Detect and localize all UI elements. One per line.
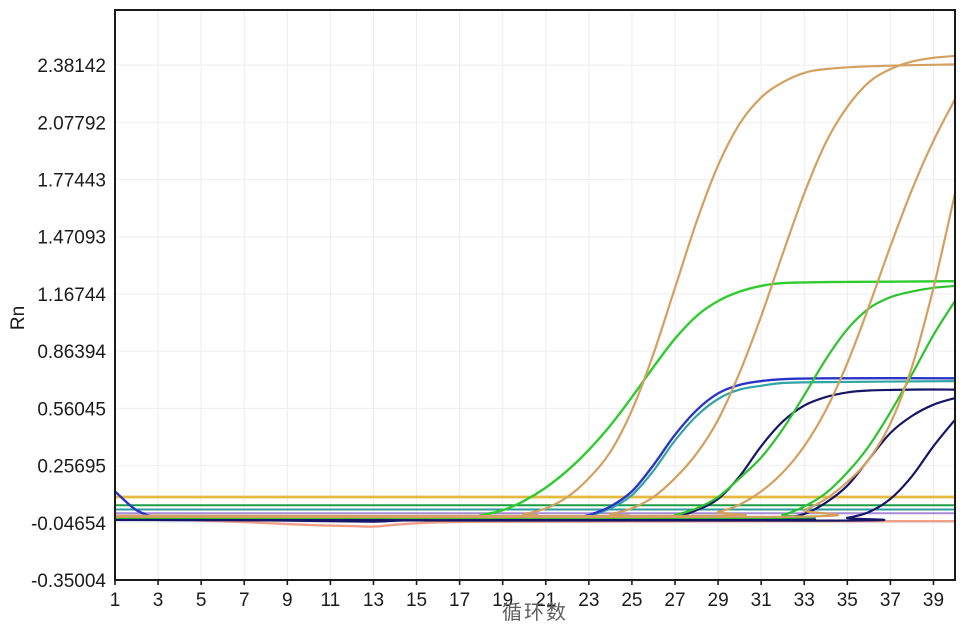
x-tick-label: 33 — [794, 590, 815, 611]
y-tick-label: 0.86394 — [37, 342, 106, 363]
x-tick-label: 21 — [535, 590, 556, 611]
x-tick-label: 5 — [196, 590, 207, 611]
y-tick-label: 1.47093 — [37, 228, 106, 249]
x-tick-label: 23 — [578, 590, 599, 611]
y-tick-label: 1.77443 — [37, 171, 106, 192]
curve-amplification-navy-4[interactable] — [115, 418, 955, 522]
x-tick-label: 15 — [406, 590, 427, 611]
x-tick-label: 19 — [492, 590, 513, 611]
x-axis-title: 循环数 — [502, 601, 568, 624]
x-tick-label: 35 — [837, 590, 858, 611]
y-tick-label: 1.16744 — [37, 285, 106, 306]
x-tick-label: 25 — [621, 590, 642, 611]
x-tick-label: 9 — [282, 590, 293, 611]
x-tick-label: 31 — [751, 590, 772, 611]
y-tick-label: -0.35004 — [31, 571, 106, 592]
y-tick-label: -0.04654 — [31, 514, 106, 535]
curve-amplification-tan-1[interactable] — [115, 63, 955, 518]
y-tick-label: 2.07792 — [37, 113, 106, 134]
plot-area — [115, 10, 955, 580]
x-tick-label: 11 — [321, 590, 341, 611]
x-tick-label: 3 — [153, 590, 164, 611]
x-tick-label: 27 — [664, 590, 685, 611]
plot-border — [114, 9, 956, 581]
x-tick-label: 39 — [923, 590, 944, 611]
y-tick-label: 0.25695 — [37, 457, 106, 478]
y-tick-label: 0.56045 — [37, 399, 106, 420]
x-tick-label: 7 — [239, 590, 250, 611]
x-tick-label: 37 — [880, 590, 901, 611]
y-tick-labels: 2.38142 2.07792 1.77443 1.47093 1.16744 0.863… — [31, 56, 106, 592]
x-tick-label: 17 — [449, 590, 470, 611]
x-axis-ticks — [114, 580, 935, 585]
x-tick-labels: 1 3 5 7 9 11 13 15 17 19 21 23 25 27 29 31 33 35 37 39 — [110, 590, 944, 611]
x-tick-label: 1 — [110, 590, 121, 611]
x-tick-label: 29 — [708, 590, 729, 611]
x-tick-label: 13 — [363, 590, 384, 611]
curve-amplification-tan-4[interactable] — [115, 192, 955, 519]
y-axis-title: Rn — [8, 306, 29, 330]
y-tick-label: 2.38142 — [37, 56, 106, 77]
gridlines — [114, 10, 955, 581]
amplification-curves — [115, 54, 955, 528]
